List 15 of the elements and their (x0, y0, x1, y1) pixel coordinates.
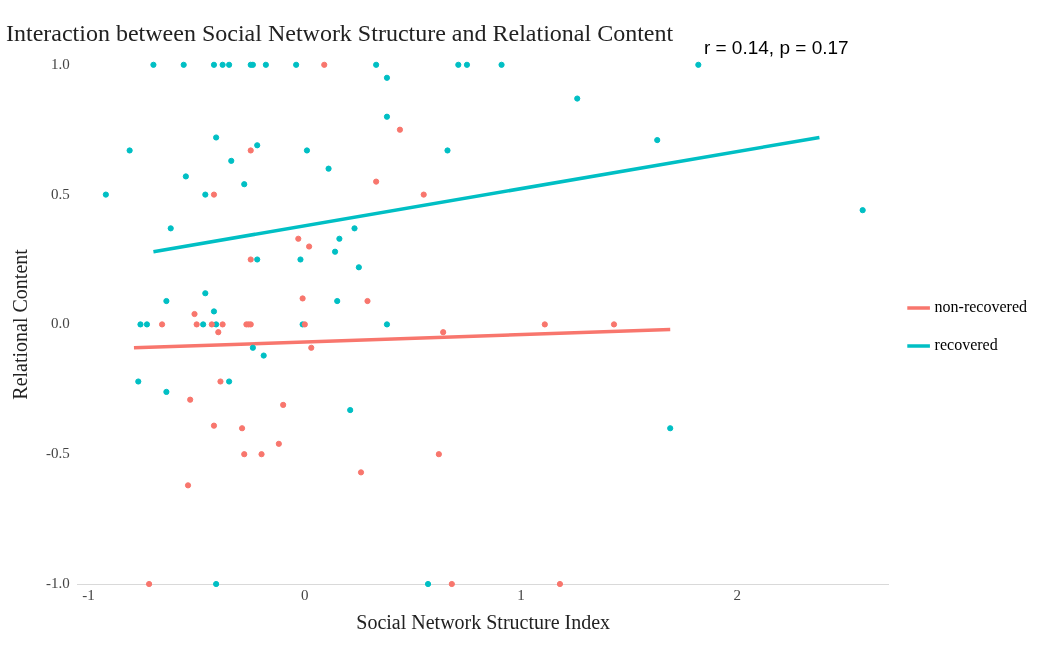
legend-label: recovered (934, 336, 998, 354)
y-axis-title: Relational Content (9, 248, 32, 400)
x-axis-title: Social Network Structure Index (356, 611, 611, 634)
x-tick-label: 0 (301, 586, 309, 603)
x-tick-label: 1 (517, 586, 525, 603)
text: r = 0.14, p = 0.17 (703, 37, 849, 59)
y-tick-label: -1.0 (46, 574, 70, 591)
y-tick-label: 0.5 (51, 185, 70, 202)
x-tick-label: -1 (82, 586, 95, 603)
legend-label: non-recovered (934, 298, 1027, 316)
chart-title: Interaction between Social Network Structure and Relational Content (6, 19, 674, 46)
x-tick-label: 2 (733, 586, 741, 603)
y-tick-label: -0.5 (46, 445, 70, 462)
y-tick-label: 0.0 (51, 315, 70, 332)
y-tick-label: 1.0 (51, 55, 70, 72)
